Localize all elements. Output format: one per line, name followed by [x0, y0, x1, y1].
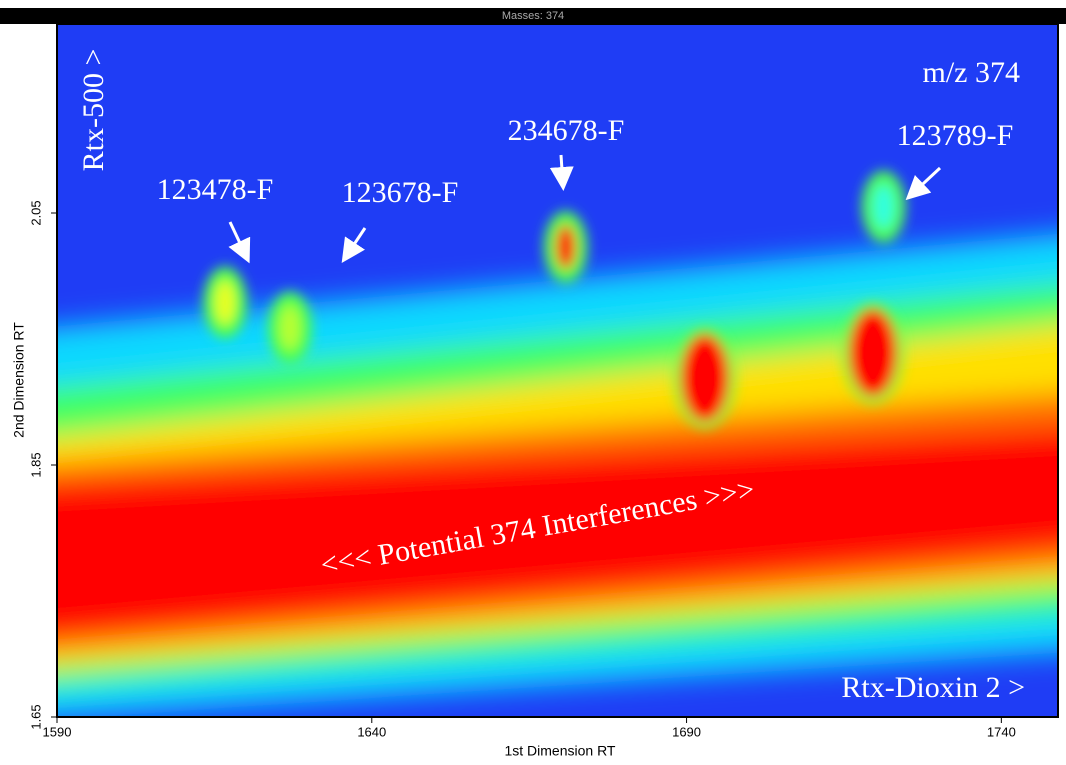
y-tick-label: 1.65 — [28, 704, 43, 729]
peak-label: 123478-F — [157, 173, 274, 206]
x-axis-label: 1st Dimension RT — [504, 743, 615, 759]
y-tick-label: 1.85 — [28, 452, 43, 477]
peak — [215, 280, 236, 325]
title-bar — [0, 8, 1066, 24]
peak — [680, 334, 729, 423]
plot-area — [57, 24, 1058, 717]
column-annotation: Rtx-500 > — [77, 49, 110, 172]
peak — [848, 308, 897, 397]
x-tick-label: 1740 — [987, 724, 1016, 739]
arrows — [228, 154, 942, 264]
x-tick-label: 1690 — [672, 724, 701, 739]
peak — [279, 305, 300, 350]
peak-label: 123678-F — [342, 176, 459, 209]
x-tick-label: 1590 — [43, 724, 72, 739]
y-axis-label: 2nd Dimension RT — [11, 322, 27, 438]
x-tick-label: 1640 — [357, 724, 386, 739]
peak — [873, 184, 894, 229]
peak-label: 123789-F — [897, 119, 1014, 152]
chart-title: Masses: 374 — [502, 10, 564, 22]
mass-annotation: m/z 374 — [923, 56, 1021, 89]
column-annotation: Rtx-Dioxin 2 > — [841, 671, 1025, 704]
peak — [555, 225, 576, 270]
peak-label: 234678-F — [508, 114, 625, 147]
y-tick-label: 2.05 — [28, 200, 43, 225]
